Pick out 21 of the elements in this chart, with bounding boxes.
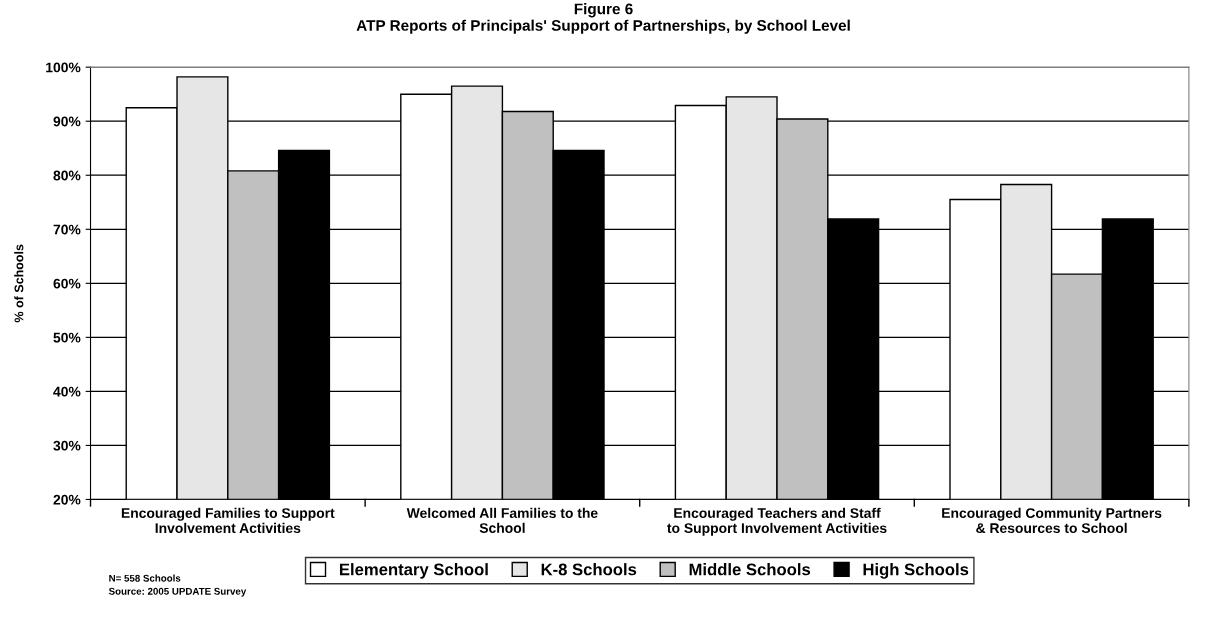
y-tick-label: 100% (46, 62, 81, 73)
legend-label: Middle Schools (689, 563, 811, 576)
y-axis-title: % of Schools (14, 244, 24, 323)
x-tick-label: Welcomed All Families to the School (406, 507, 598, 533)
y-tick-label: 90% (53, 116, 81, 127)
x-tick-label: Encouraged Teachers and Staff to Support Involvement Activities (667, 507, 887, 536)
x-tick-label: Encouraged Community Partners & Resources to School (942, 507, 1162, 534)
legend-label: Elementary School (339, 563, 488, 579)
chart-title: Figure 6 ATP Reports of Principals' Support of Partnerships, by School Level (356, 3, 850, 34)
source-note: Source: 2005 UPDATE Survey (108, 587, 247, 597)
y-tick-label: 50% (53, 332, 81, 343)
text: N= 558 Schools (109, 574, 181, 582)
x-tick-label: Encouraged Families to Support Involvement Activities (121, 507, 335, 534)
legend-label: K-8 Schools (541, 563, 637, 576)
y-tick-label: 60% (53, 278, 81, 289)
legend-label: High Schools (863, 563, 969, 579)
y-tick-label: 20% (53, 494, 81, 505)
y-tick-label: 40% (53, 386, 81, 397)
y-tick-label: 30% (53, 440, 81, 451)
y-tick-label: 80% (53, 170, 81, 181)
y-tick-label: 70% (53, 224, 81, 235)
